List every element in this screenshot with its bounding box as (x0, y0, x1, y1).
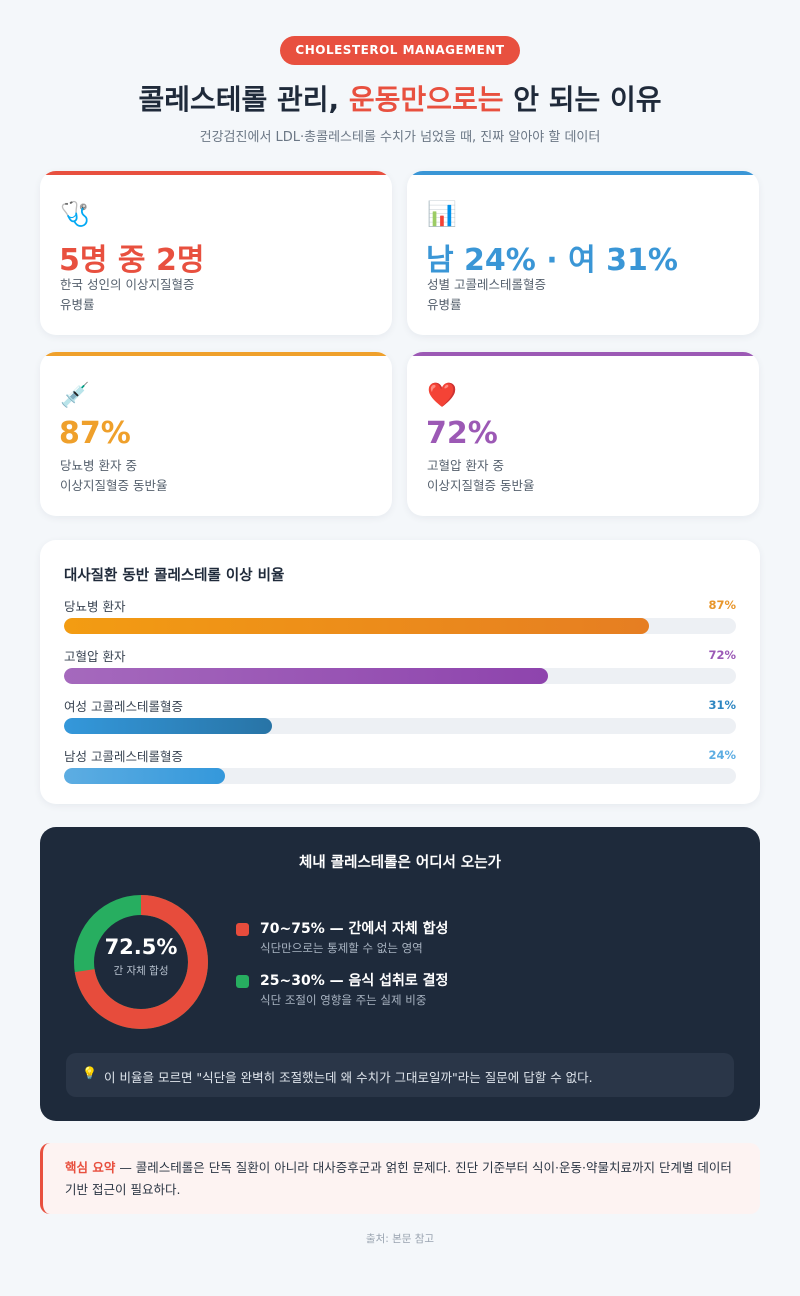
legend-swatch-diet (236, 975, 249, 988)
bar-row: 고혈압 환자 72% (64, 646, 736, 686)
bar-chart-icon: 📊 (427, 200, 457, 228)
bar-row: 여성 고콜레스테롤혈증 31% (64, 696, 736, 736)
legend-heading: 25~30% — 음식 섭취로 결정 (260, 973, 449, 989)
insight-note-text: 이 비율을 모르면 "식단을 완벽히 조절했는데 왜 수치가 그대로일까"라는 … (104, 1070, 593, 1085)
stat-desc-line2: 이상지질혈증 동반율 (60, 478, 168, 493)
bar-row: 남성 고콜레스테롤혈증 24% (64, 746, 736, 786)
legend-item-liver: 70~75% — 간에서 자체 합성 식단만으로는 통제할 수 없는 영역 (236, 918, 716, 962)
bar-track (64, 768, 736, 784)
donut-segment-liver (74, 895, 208, 1029)
summary-body: — 콜레스테롤은 단독 질환이 아니라 대사증후군과 얽힌 문제다. 진단 기준… (65, 1160, 732, 1197)
legend-subtext: 식단 조절이 영향을 주는 실제 비중 (260, 993, 427, 1007)
stat-desc-line2: 이상지질혈증 동반율 (427, 478, 535, 493)
bar-track (64, 618, 736, 634)
bar-value-label: 87% (708, 598, 736, 612)
stat-value: 5명 중 2명 (59, 243, 205, 278)
bars-section-title: 대사질환 동반 콜레스테롤 이상 비율 (64, 568, 285, 584)
source-section-title: 체내 콜레스테롤은 어디서 오는가 (299, 855, 501, 871)
stethoscope-icon: 🩺 (60, 200, 90, 228)
page-subtitle: 건강검진에서 LDL·총콜레스테롤 수치가 넘었을 때, 진짜 알아야 할 데이… (199, 130, 601, 145)
bar-label: 고혈압 환자 (64, 649, 126, 664)
title-highlight: 운동만으로는 (348, 83, 504, 116)
header-badge: CHOLESTEROL MANAGEMENT (280, 36, 520, 65)
bar-track (64, 718, 736, 734)
source-citation: 출처: 본문 참고 (365, 1233, 435, 1245)
source-donut-chart (74, 895, 208, 1029)
syringe-icon: 💉 (60, 381, 90, 409)
legend-item-diet: 25~30% — 음식 섭취로 결정 식단 조절이 영향을 주는 실제 비중 (236, 970, 716, 1014)
stat-value: 남 24% · 여 31% (426, 243, 678, 278)
stat-desc-line1: 당뇨병 환자 중 (60, 458, 137, 473)
bar-row: 당뇨병 환자 87% (64, 596, 736, 636)
bar-fill (64, 668, 548, 684)
bar-fill (64, 618, 649, 634)
stat-desc-line1: 고혈압 환자 중 (427, 458, 504, 473)
bar-label: 남성 고콜레스테롤혈증 (64, 749, 183, 764)
key-summary-box: 핵심 요약 — 콜레스테롤은 단독 질환이 아니라 대사증후군과 얽힌 문제다.… (40, 1143, 760, 1214)
card-accent-bar (407, 352, 759, 356)
heart-icon: ❤️ (427, 381, 457, 409)
summary-text: 핵심 요약 — 콜레스테롤은 단독 질환이 아니라 대사증후군과 얽힌 문제다.… (65, 1157, 745, 1201)
bar-label: 여성 고콜레스테롤혈증 (64, 699, 183, 714)
summary-key-label: 핵심 요약 (65, 1160, 116, 1175)
card-accent-bar (407, 171, 759, 175)
stat-desc-line1: 한국 성인의 이상지질혈증 (60, 277, 195, 292)
stat-desc-line2: 유병률 (427, 297, 462, 312)
card-accent-bar (40, 171, 392, 175)
bar-track (64, 668, 736, 684)
card-accent-bar (40, 352, 392, 356)
bar-label: 당뇨병 환자 (64, 599, 126, 614)
bar-value-label: 72% (708, 648, 736, 662)
page-title: 콜레스테롤 관리, 운동만으로는 안 되는 이유 (0, 78, 800, 118)
stat-value: 87% (59, 416, 131, 451)
title-post: 안 되는 이유 (503, 83, 662, 116)
bar-fill (64, 768, 226, 784)
insight-note: 💡 이 비율을 모르면 "식단을 완벽히 조절했는데 왜 수치가 그대로일까"라… (66, 1053, 734, 1097)
bar-value-label: 24% (708, 748, 736, 762)
legend-subtext: 식단만으로는 통제할 수 없는 영역 (260, 941, 423, 955)
cholesterol-source-card: 체내 콜레스테롤은 어디서 오는가 72.5% 간 자체 합성 70~75% —… (40, 827, 760, 1121)
donut-caption: 간 자체 합성 (113, 965, 169, 977)
stat-desc-line1: 성별 고콜레스테롤혈증 (427, 277, 546, 292)
legend-swatch-liver (236, 923, 249, 936)
comorbidity-bars-card: 대사질환 동반 콜레스테롤 이상 비율 당뇨병 환자 87% 고혈압 환자 72% 여성… (40, 540, 760, 804)
stat-value: 72% (426, 416, 498, 451)
lightbulb-icon: 💡 (82, 1066, 97, 1080)
donut-center-label: 72.5% 간 자체 합성 (74, 935, 208, 978)
bar-fill (64, 718, 273, 734)
bar-value-label: 31% (708, 698, 736, 712)
donut-value: 72.5% (104, 935, 178, 959)
stat-desc-line2: 유병률 (60, 297, 95, 312)
legend-heading: 70~75% — 간에서 자체 합성 (260, 921, 449, 937)
title-pre: 콜레스테롤 관리, (138, 83, 349, 116)
